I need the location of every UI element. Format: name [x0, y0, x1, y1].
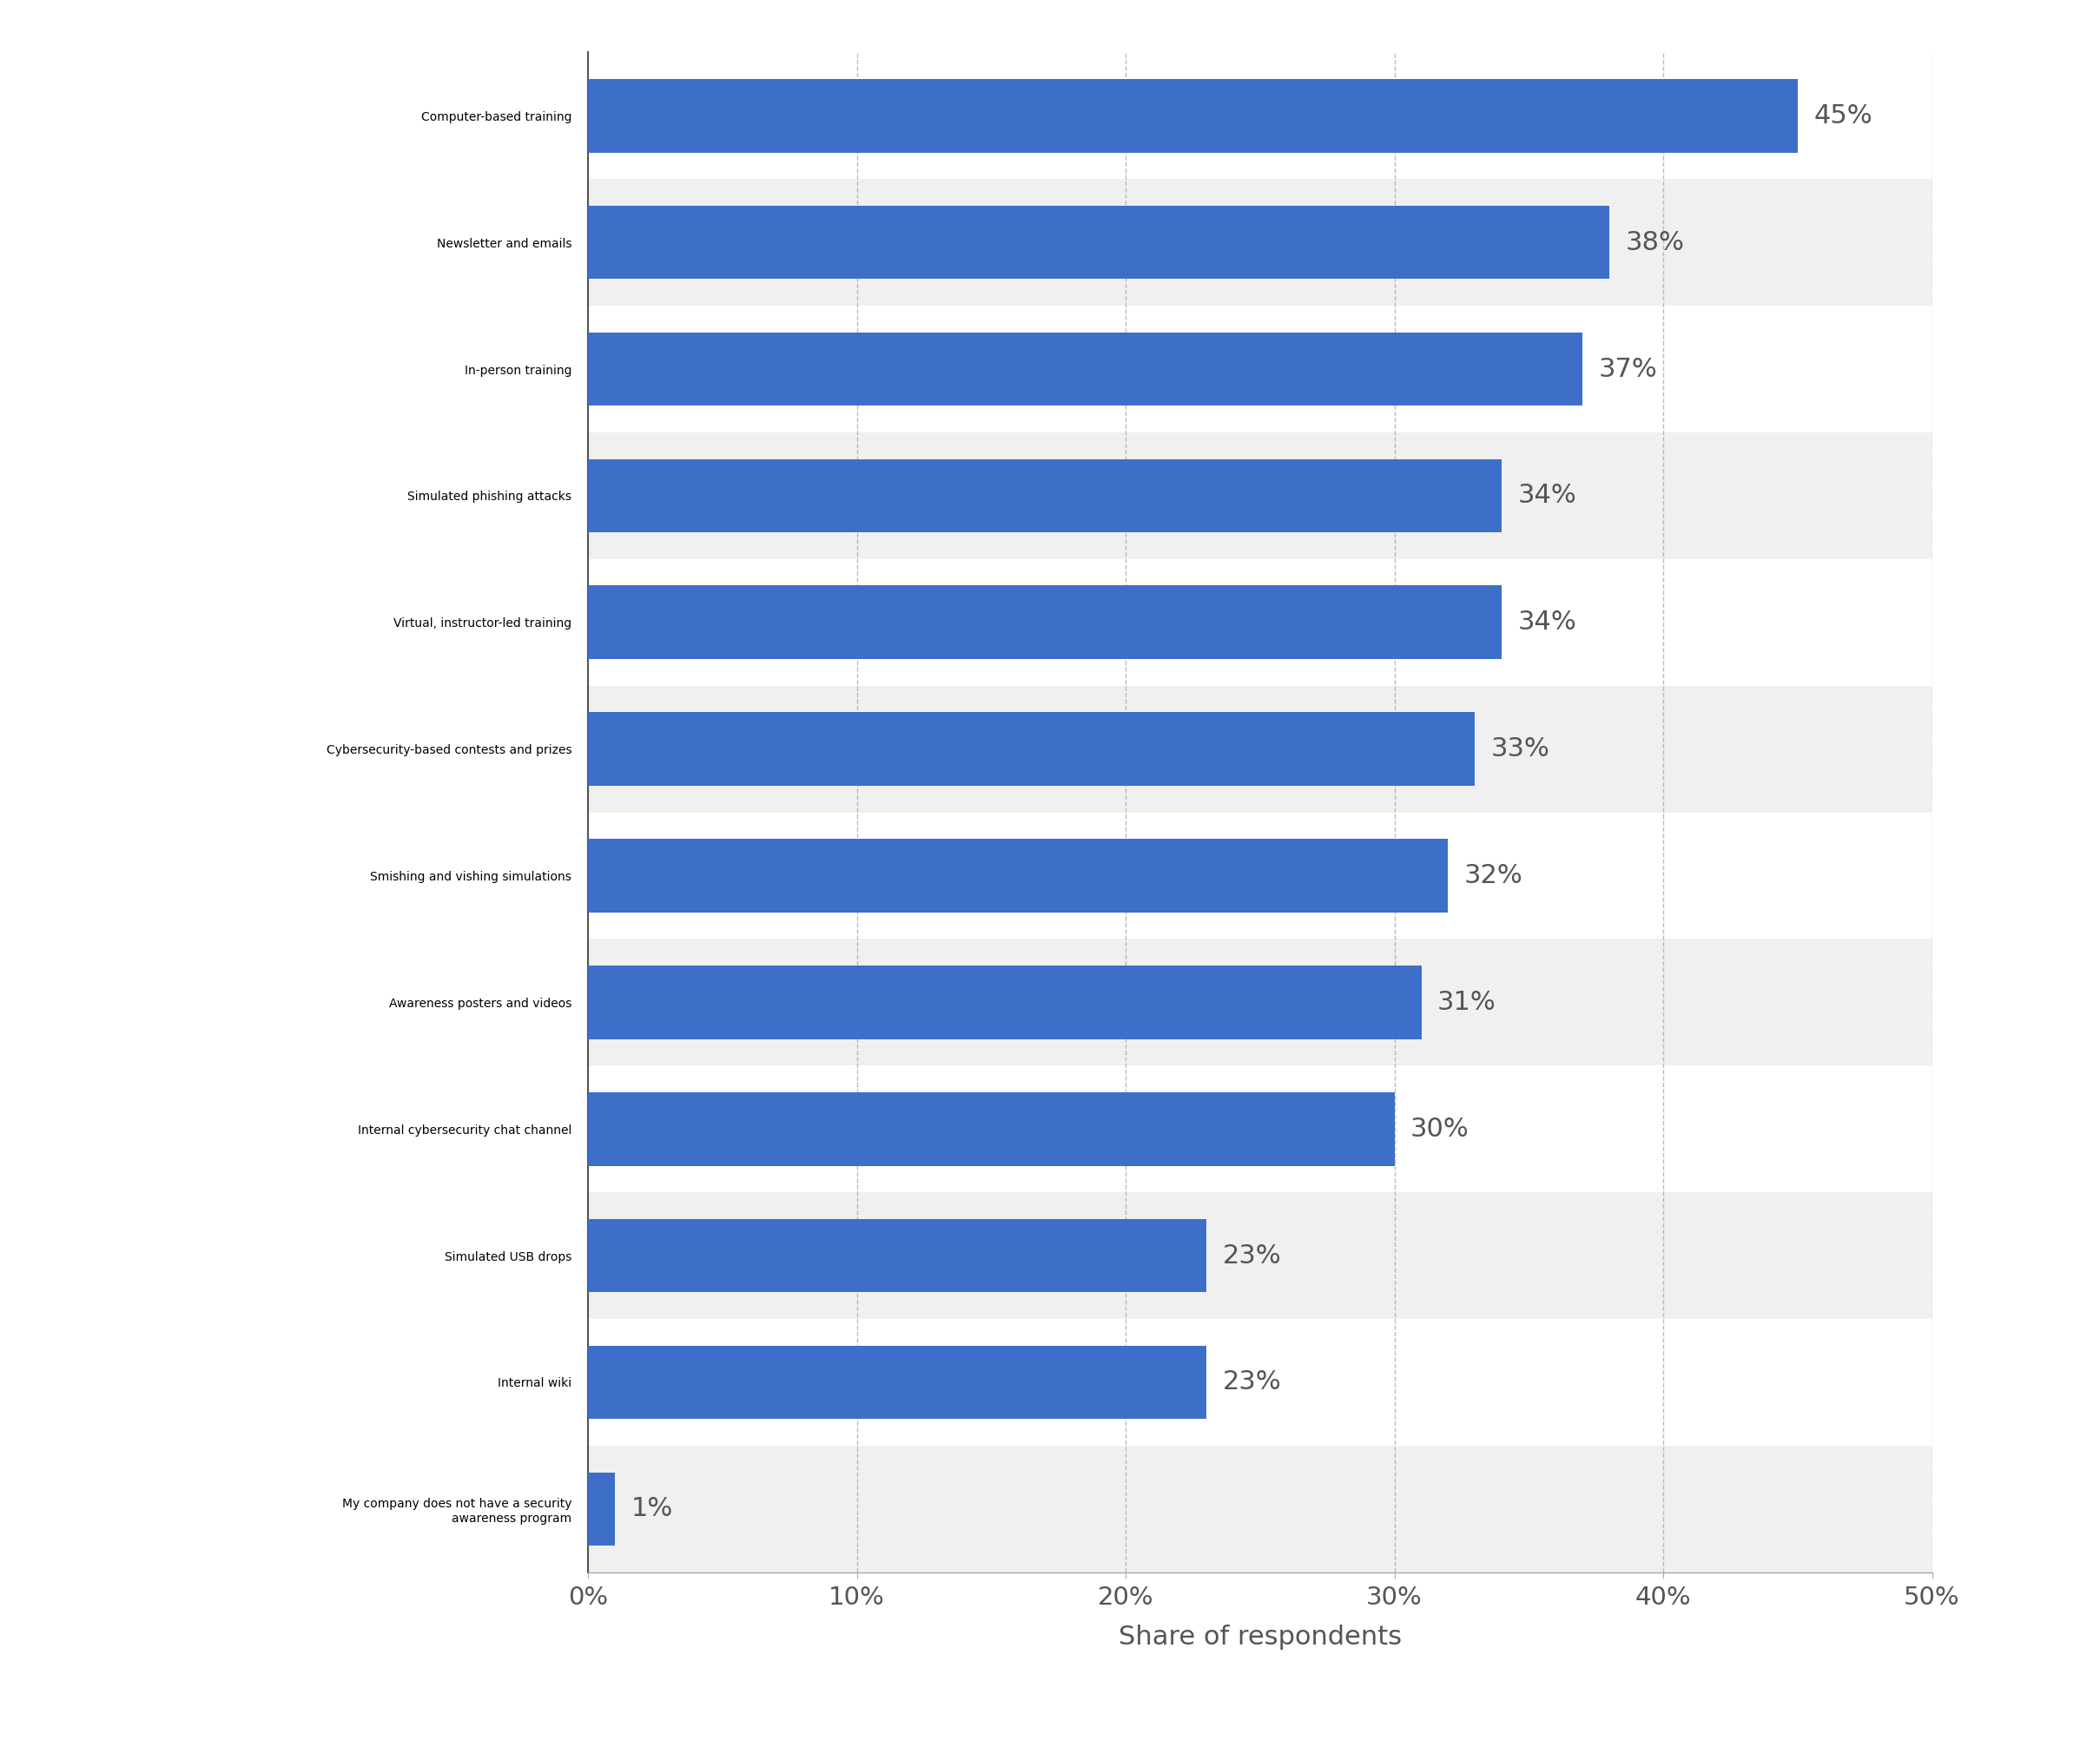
Bar [588, 812, 1932, 940]
Bar [588, 966, 1422, 1039]
Text: 32%: 32% [1464, 863, 1522, 887]
Bar [588, 1319, 1932, 1447]
Text: 1%: 1% [630, 1497, 672, 1522]
Bar [588, 559, 1932, 687]
Bar [588, 1066, 1932, 1193]
Bar [588, 206, 1609, 280]
Bar [588, 433, 1932, 559]
Bar [588, 306, 1932, 433]
Text: 23%: 23% [1222, 1370, 1281, 1394]
Bar [588, 839, 1449, 912]
Text: 30%: 30% [1411, 1116, 1470, 1141]
Bar [588, 180, 1932, 306]
Bar [588, 1219, 1205, 1293]
Text: 45%: 45% [1814, 103, 1873, 128]
Bar [588, 1473, 615, 1546]
Text: 33%: 33% [1491, 737, 1550, 762]
Text: 34%: 34% [1518, 484, 1577, 508]
Text: 23%: 23% [1222, 1244, 1281, 1268]
X-axis label: Share of respondents: Share of respondents [1119, 1625, 1401, 1649]
Bar [588, 713, 1474, 786]
Bar [588, 79, 1798, 152]
Bar [588, 332, 1583, 405]
Text: 31%: 31% [1436, 991, 1495, 1015]
Bar [588, 1447, 1932, 1572]
Bar [588, 1092, 1394, 1165]
Bar [588, 585, 1501, 659]
Bar [588, 1193, 1932, 1319]
Bar [588, 687, 1932, 812]
Bar [588, 940, 1932, 1066]
Text: 38%: 38% [1625, 231, 1684, 255]
Bar [588, 459, 1501, 533]
Bar [588, 1345, 1205, 1419]
Text: 37%: 37% [1598, 356, 1657, 381]
Bar [588, 52, 1932, 180]
Text: 34%: 34% [1518, 610, 1577, 634]
